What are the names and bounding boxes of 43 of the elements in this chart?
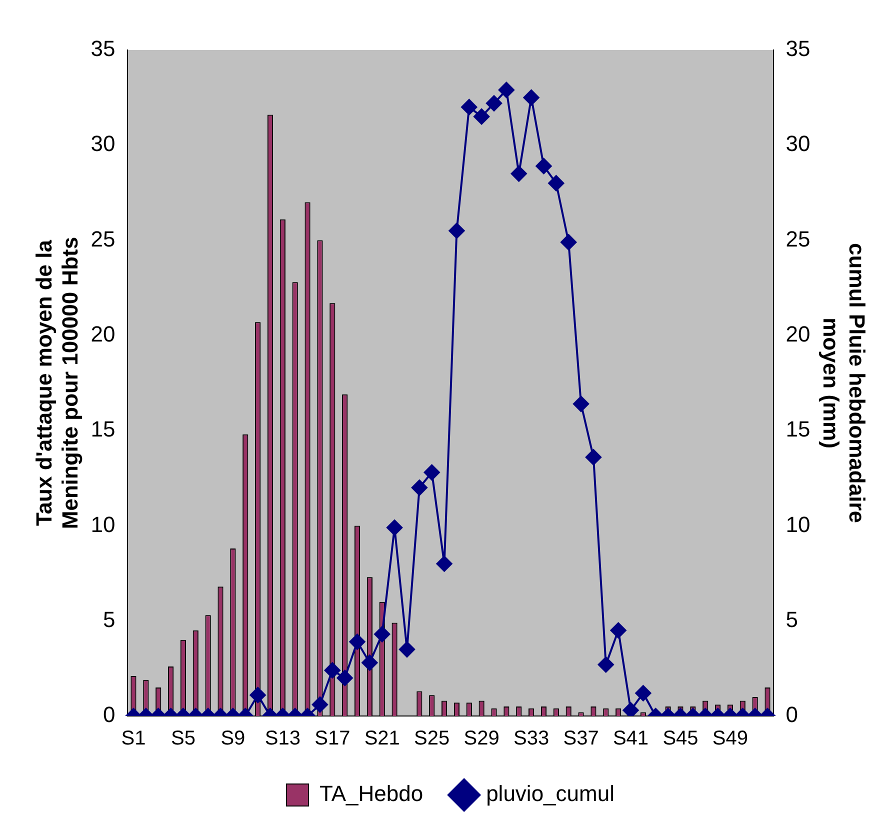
y2-tick-label: 10 [786, 512, 810, 537]
y2-axis-title: cumul Pluie hebdomadaire moyen (mm) [818, 243, 870, 523]
y-axis-title: Taux d'attaque moyen de la Meningite pour 100000 Hbts [31, 236, 83, 530]
y2-tick-label: 25 [786, 226, 810, 252]
legend-label: TA_Hebdo [320, 781, 424, 806]
y-tick-label: 35 [90, 36, 116, 62]
point [510, 166, 527, 182]
y2-tick-label: 30 [786, 131, 810, 156]
x-tick-label: S17 [314, 728, 350, 750]
point [486, 95, 502, 112]
y2-tick-label: 35 [786, 36, 810, 62]
point [560, 234, 577, 250]
point [498, 82, 514, 98]
point [448, 222, 465, 239]
x-tick-label: S33 [514, 728, 550, 750]
y-tick-label: 5 [103, 606, 116, 632]
point [523, 90, 540, 106]
y-tick-label: 15 [90, 416, 116, 442]
point [548, 175, 564, 192]
y-tick-label: 20 [90, 321, 116, 346]
x-tick-label: S9 [220, 728, 246, 750]
x-tick-label: S45 [662, 728, 698, 750]
x-tick-label: S1 [121, 728, 146, 750]
x-tick-label: S25 [414, 728, 450, 750]
y-tick-label: 30 [90, 131, 116, 156]
y-tick-label: 10 [90, 512, 116, 537]
y2-tick-label: 5 [786, 606, 798, 632]
point [461, 99, 478, 116]
x-tick-label: S13 [264, 728, 300, 750]
x-tick-label: S41 [612, 728, 649, 750]
legend-label: pluvio_cumul [486, 781, 614, 806]
y-tick-label: 25 [90, 226, 116, 252]
y-tick-label: 0 [103, 702, 116, 728]
x-tick-label: S37 [563, 728, 599, 750]
y2-tick-label: 20 [786, 321, 810, 346]
x-tick-label: S21 [364, 728, 400, 750]
point [474, 108, 490, 125]
x-tick-label: S29 [464, 728, 500, 750]
x-tick-label: S49 [712, 728, 748, 750]
y2-tick-label: 0 [786, 702, 798, 728]
point [536, 158, 552, 174]
x-tick-label: S5 [170, 728, 196, 750]
y2-tick-label: 15 [786, 416, 810, 442]
